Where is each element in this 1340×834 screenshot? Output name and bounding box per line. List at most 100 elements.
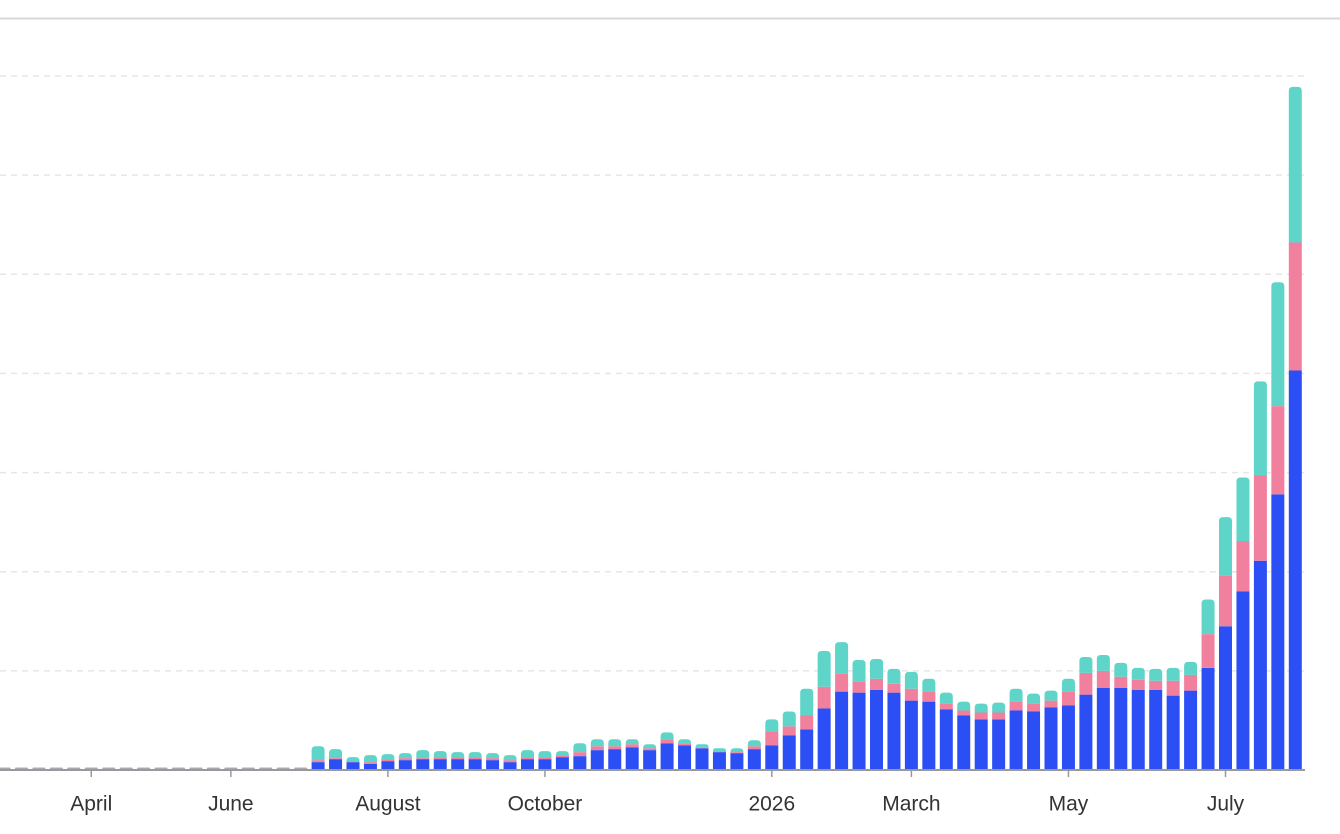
bar-segment bbox=[468, 757, 482, 760]
bar-segment bbox=[939, 703, 953, 710]
bar-segment bbox=[957, 701, 971, 711]
bar-segment bbox=[381, 761, 395, 770]
bar-segment bbox=[1131, 679, 1145, 690]
bar-segment bbox=[294, 767, 308, 769]
bar-segment bbox=[1096, 654, 1110, 671]
bar-segment bbox=[1166, 680, 1180, 696]
bar-segment bbox=[782, 726, 796, 736]
bar-segment bbox=[398, 758, 412, 761]
bar-segment bbox=[451, 752, 465, 758]
bar-segment bbox=[503, 755, 517, 761]
bar-segment bbox=[573, 756, 587, 770]
bar-segment bbox=[643, 750, 657, 770]
bar-segment bbox=[1027, 703, 1041, 712]
bar-segment bbox=[712, 751, 726, 753]
bar-segment bbox=[1044, 707, 1058, 770]
bar-segment bbox=[1061, 691, 1075, 706]
bar-segment bbox=[573, 743, 587, 753]
bar-segment bbox=[346, 762, 360, 770]
bar-segment bbox=[119, 767, 133, 769]
x-tick-label: 2026 bbox=[748, 793, 795, 816]
bar-segment bbox=[660, 732, 674, 740]
bar-segment bbox=[381, 754, 395, 760]
bar-segment bbox=[1236, 591, 1250, 770]
bar-segment bbox=[904, 688, 918, 701]
bar-segment bbox=[835, 642, 849, 674]
bar-segment bbox=[538, 759, 552, 770]
bar-segment bbox=[1253, 475, 1267, 561]
bar-segment bbox=[887, 692, 901, 770]
bar-segment bbox=[503, 760, 517, 763]
bar-segment bbox=[1044, 700, 1058, 708]
bar-segment bbox=[608, 749, 622, 770]
bar-segment bbox=[538, 757, 552, 760]
bar-segment bbox=[870, 658, 883, 679]
bar-segment bbox=[398, 753, 412, 759]
bar-segment bbox=[747, 740, 761, 747]
bar-segment bbox=[992, 702, 1006, 713]
bar-segment bbox=[678, 743, 692, 746]
bar-segment bbox=[416, 759, 430, 770]
bar-segment bbox=[0, 767, 11, 769]
x-tick-label: October bbox=[508, 793, 583, 816]
bar-segment bbox=[1271, 282, 1285, 407]
bar-segment bbox=[608, 739, 622, 747]
bar-segment bbox=[1271, 406, 1285, 495]
bar-segment bbox=[1288, 242, 1302, 371]
bar-segment bbox=[887, 668, 901, 684]
bar-segment bbox=[538, 751, 552, 758]
bar-segment bbox=[695, 748, 709, 770]
bar-segment bbox=[1236, 540, 1250, 592]
bar-segment bbox=[974, 719, 988, 770]
bar-segment bbox=[747, 749, 761, 770]
bar-segment bbox=[852, 659, 866, 682]
bar-segment bbox=[468, 759, 482, 770]
x-tick-label: June bbox=[208, 793, 254, 816]
bar-segment bbox=[1079, 656, 1093, 673]
bar-segment bbox=[800, 729, 814, 770]
bar-segment bbox=[1044, 690, 1058, 701]
bar-segment bbox=[468, 752, 482, 758]
bar-segment bbox=[1009, 688, 1023, 702]
bar-segment bbox=[311, 760, 325, 763]
bar-segment bbox=[974, 703, 988, 713]
bar-segment bbox=[590, 746, 604, 751]
bar-segment bbox=[887, 683, 901, 693]
bar-segment bbox=[1219, 575, 1232, 627]
bar-segment bbox=[782, 711, 796, 727]
bar-segment bbox=[922, 691, 936, 702]
bar-segment bbox=[782, 735, 796, 770]
bar-segment bbox=[1201, 634, 1215, 668]
bar-segment bbox=[904, 700, 918, 770]
bar-segment bbox=[1009, 710, 1023, 770]
bar-segment bbox=[329, 758, 343, 760]
bar-segment bbox=[329, 749, 343, 759]
bar-segment bbox=[835, 691, 849, 770]
bar-segment bbox=[1236, 477, 1250, 541]
bar-segment bbox=[1079, 694, 1093, 770]
bar-segment bbox=[695, 744, 709, 748]
bar-segment bbox=[154, 767, 168, 769]
bar-segment bbox=[259, 767, 273, 769]
bar-segment bbox=[521, 757, 534, 760]
bar-segment bbox=[922, 678, 936, 692]
bar-segment bbox=[1166, 667, 1180, 681]
bar-segment bbox=[1096, 687, 1110, 770]
bar-segment bbox=[521, 750, 534, 758]
bar-segment bbox=[852, 692, 866, 770]
bar-segment bbox=[695, 747, 709, 749]
bar-segment bbox=[957, 715, 971, 770]
bar-segment bbox=[84, 767, 98, 769]
bar-segment bbox=[590, 750, 604, 770]
bar-segment bbox=[451, 757, 465, 760]
bar-segment bbox=[172, 767, 185, 769]
bar-segment bbox=[1079, 672, 1093, 695]
bar-segment bbox=[852, 681, 866, 693]
bar-segment bbox=[398, 760, 412, 770]
bar-segment bbox=[870, 689, 883, 770]
bar-segment bbox=[573, 752, 587, 757]
bar-segment bbox=[555, 757, 569, 770]
bar-segment bbox=[643, 748, 657, 751]
bar-segment bbox=[590, 739, 604, 747]
